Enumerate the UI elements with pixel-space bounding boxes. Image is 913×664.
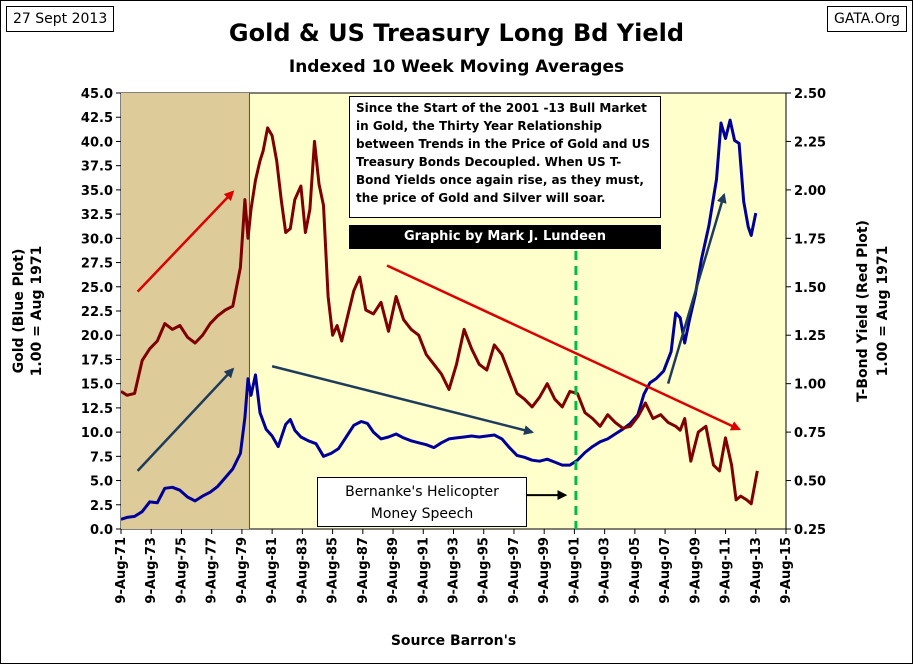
x-tick-label: 9-Aug-89 <box>386 537 401 604</box>
y-left-tick-label: 37.5 <box>81 160 113 175</box>
helicopter-speech-annotation: Bernanke's Helicopter Money Speech <box>317 477 527 527</box>
trend-arrow-blue-2 <box>136 367 235 472</box>
x-tick-label: 9-Aug-75 <box>174 537 189 604</box>
x-tick-label: 9-Aug-73 <box>144 537 159 604</box>
gold-series-line <box>120 118 758 521</box>
x-tick-label: 9-Aug-11 <box>719 537 734 604</box>
y-right-tick-label: 2.00 <box>794 184 826 199</box>
y-right-tick-label: 1.25 <box>794 329 826 344</box>
y-left-tick-label: 25.0 <box>81 281 113 296</box>
y-right-tick-label: 0.25 <box>794 523 826 538</box>
y-axis-right-subtitle: 1.00 = Aug 1971 <box>875 246 891 377</box>
trend-arrow-red-1 <box>136 190 235 293</box>
credit-banner: Graphic by Mark J. Lundeen <box>349 225 661 249</box>
y-left-tick-label: 22.5 <box>81 305 113 320</box>
y-left-tick-label: 27.5 <box>81 257 113 272</box>
y-right-tick-label: 0.50 <box>794 475 826 490</box>
tbond-series-line <box>120 126 759 506</box>
x-tick-label: 9-Aug-01 <box>567 537 582 604</box>
chart-title: Gold & US Treasury Long Bd Yield <box>228 19 685 47</box>
x-tick-label: 9-Aug-79 <box>235 537 250 604</box>
x-tick-label: 9-Aug-77 <box>205 537 220 604</box>
speech-note-line2: Money Speech <box>370 506 474 522</box>
y-left-tick-label: 5.0 <box>90 475 113 490</box>
source-label: GATA.Org <box>826 6 907 32</box>
x-tick-label: 9-Aug-99 <box>537 537 552 604</box>
x-tick-label: 9-Aug-09 <box>688 537 703 604</box>
y-left-tick-label: 35.0 <box>81 184 113 199</box>
x-tick-label: 9-Aug-95 <box>477 537 492 604</box>
decouple-annotation: Since the Start of the 2001 -13 Bull Mar… <box>349 96 661 218</box>
x-tick-label: 9-Aug-93 <box>447 537 462 604</box>
x-tick-label: 9-Aug-87 <box>356 537 371 604</box>
y-right-tick-label: 1.00 <box>794 378 826 393</box>
x-tick-label: 9-Aug-07 <box>658 537 673 604</box>
x-tick-label: 9-Aug-85 <box>326 537 341 604</box>
y-right-tick-label: 2.25 <box>794 135 826 150</box>
y-left-tick-label: 7.5 <box>90 450 113 465</box>
y-left-tick-label: 45.0 <box>81 87 113 102</box>
y-left-tick-label: 2.5 <box>90 499 113 514</box>
x-axis-title: Source Barron's <box>391 633 516 649</box>
chart-subtitle: Indexed 10 Week Moving Averages <box>288 57 625 77</box>
x-tick-label: 9-Aug-13 <box>749 537 764 604</box>
y-left-tick-label: 42.5 <box>81 111 113 126</box>
y-left-tick-label: 15.0 <box>81 378 113 393</box>
x-tick-label: 9-Aug-81 <box>265 537 280 604</box>
y-left-tick-label: 20.0 <box>81 329 113 344</box>
speech-note-line1: Bernanke's Helicopter <box>345 484 499 500</box>
x-tick-label: 9-Aug-15 <box>779 537 794 604</box>
trend-arrow-blue-5 <box>666 192 727 385</box>
y-left-tick-label: 40.0 <box>81 135 113 150</box>
y-right-tick-label: 1.50 <box>794 281 826 296</box>
y-right-tick-label: 2.50 <box>794 87 826 102</box>
y-axis-left-subtitle: 1.00 = Aug 1971 <box>29 246 45 377</box>
trend-arrow-red-4 <box>386 264 741 431</box>
x-tick-label: 9-Aug-97 <box>507 537 522 604</box>
x-tick-label: 9-Aug-71 <box>114 537 129 604</box>
date-label: 27 Sept 2013 <box>6 6 115 32</box>
y-left-tick-label: 32.5 <box>81 208 113 223</box>
x-tick-label: 9-Aug-91 <box>416 537 431 604</box>
y-left-tick-label: 30.0 <box>81 232 113 247</box>
y-axis-left-title: Gold (Blue Plot) <box>11 249 27 374</box>
y-left-tick-label: 17.5 <box>81 353 113 368</box>
y-left-tick-label: 0.0 <box>90 523 113 538</box>
y-left-tick-label: 12.5 <box>81 402 113 417</box>
x-tick-label: 9-Aug-03 <box>598 537 613 604</box>
pre-1980-shaded-period <box>121 93 250 529</box>
x-tick-label: 9-Aug-83 <box>295 537 310 604</box>
y-right-tick-label: 0.75 <box>794 426 826 441</box>
trend-arrow-blue-3 <box>271 365 535 435</box>
y-right-tick-label: 1.75 <box>794 232 826 247</box>
y-axis-right-title: T-Bond Yield (Red Plot) <box>855 220 871 402</box>
x-tick-label: 9-Aug-05 <box>628 537 643 604</box>
y-left-tick-label: 10.0 <box>81 426 113 441</box>
